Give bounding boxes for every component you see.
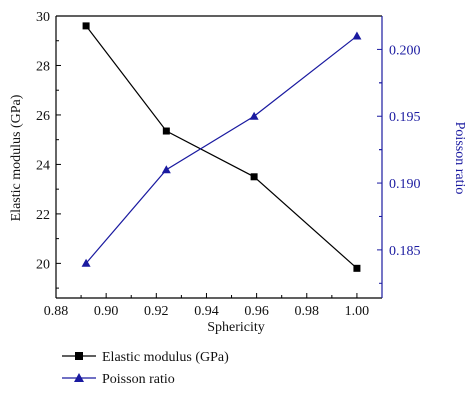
x-axis-title: Sphericity	[207, 320, 265, 335]
axis-ticks: 0.88 0.90 0.92 0.94 0.96 0.98 1.00 20 22 24 26 28 30…	[36, 10, 421, 319]
y-axis-right-title: Poisson ratio	[452, 122, 467, 195]
y-left-tick-label: 20	[36, 257, 50, 272]
series-line-poisson-ratio	[85, 35, 358, 264]
legend-marker-poisson	[74, 373, 84, 382]
plot-frame	[55, 15, 383, 299]
y-right-tick-label: 0.200	[389, 43, 421, 58]
y-left-tick-label: 22	[36, 208, 50, 223]
y-right-tick-label: 0.190	[389, 177, 421, 192]
y-left-tick-label: 30	[36, 10, 50, 25]
legend-marker-elastic	[75, 352, 83, 360]
y-right-tick-label: 0.195	[389, 110, 421, 125]
elastic-modulus-point	[82, 22, 90, 30]
poisson-ratio-point	[161, 165, 171, 174]
elastic-modulus-point	[162, 127, 170, 135]
legend-label-elastic: Elastic modulus (GPa)	[102, 350, 229, 365]
elastic-modulus-point	[250, 173, 258, 181]
series-line-elastic-modulus	[85, 25, 358, 269]
poisson-ratio-point	[249, 111, 259, 120]
x-tick-label: 0.90	[94, 304, 119, 319]
x-tick-label: 0.92	[144, 304, 169, 319]
x-tick-label: 1.00	[345, 304, 370, 319]
y-left-tick-label: 26	[36, 109, 50, 124]
legend: Elastic modulus (GPa) Poisson ratio	[62, 350, 229, 387]
x-tick-label: 0.94	[194, 304, 219, 319]
series-layer	[81, 22, 362, 272]
elastic-modulus-point	[353, 264, 361, 272]
legend-label-poisson: Poisson ratio	[102, 372, 175, 387]
y-left-tick-label: 28	[36, 59, 50, 74]
poisson-ratio-point	[352, 31, 362, 40]
y-right-tick-label: 0.185	[389, 244, 421, 259]
y-axis-left-title: Elastic modulus (GPa)	[9, 94, 24, 221]
x-tick-label: 0.98	[295, 304, 320, 319]
poisson-ratio-point	[81, 258, 91, 267]
y-left-tick-label: 24	[36, 158, 50, 173]
x-tick-label: 0.96	[244, 304, 269, 319]
x-tick-label: 0.88	[44, 304, 69, 319]
